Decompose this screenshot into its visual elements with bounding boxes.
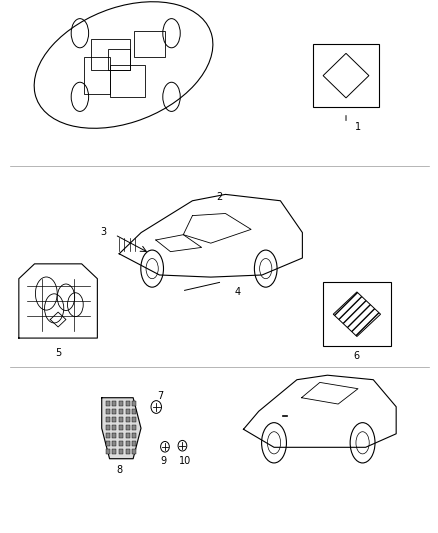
- Circle shape: [151, 401, 161, 414]
- Bar: [119, 401, 123, 406]
- Text: 7: 7: [157, 391, 163, 401]
- Bar: [134, 30, 165, 57]
- Bar: [112, 441, 116, 446]
- Polygon shape: [102, 398, 141, 459]
- Bar: [112, 417, 116, 422]
- Polygon shape: [19, 264, 97, 338]
- Bar: [112, 433, 116, 438]
- Bar: [125, 417, 129, 422]
- Bar: [125, 449, 129, 454]
- Circle shape: [160, 441, 169, 452]
- Bar: [106, 425, 110, 430]
- Bar: [313, 44, 378, 108]
- Bar: [132, 433, 136, 438]
- Bar: [106, 449, 110, 454]
- Text: 10: 10: [178, 456, 190, 466]
- Bar: [91, 38, 130, 70]
- Bar: [125, 401, 129, 406]
- Text: 9: 9: [160, 456, 166, 466]
- Bar: [132, 409, 136, 414]
- Bar: [112, 449, 116, 454]
- Text: 8: 8: [116, 465, 122, 475]
- Bar: [132, 449, 136, 454]
- Bar: [119, 425, 123, 430]
- Bar: [119, 433, 123, 438]
- Bar: [119, 417, 123, 422]
- Bar: [125, 441, 129, 446]
- Bar: [106, 441, 110, 446]
- Bar: [106, 409, 110, 414]
- Bar: [132, 401, 136, 406]
- Bar: [125, 409, 129, 414]
- Bar: [132, 417, 136, 422]
- Bar: [112, 425, 116, 430]
- Bar: [112, 409, 116, 414]
- Text: 5: 5: [55, 348, 61, 358]
- Bar: [322, 282, 390, 346]
- Bar: [110, 65, 145, 97]
- Bar: [112, 401, 116, 406]
- Text: 4: 4: [234, 287, 240, 297]
- Text: 6: 6: [353, 351, 359, 361]
- Bar: [119, 409, 123, 414]
- Bar: [125, 433, 129, 438]
- Bar: [132, 441, 136, 446]
- Text: 3: 3: [100, 227, 106, 237]
- Text: 2: 2: [216, 192, 222, 202]
- Bar: [119, 449, 123, 454]
- Bar: [125, 425, 129, 430]
- Bar: [106, 401, 110, 406]
- Text: 1: 1: [354, 122, 360, 132]
- Bar: [119, 441, 123, 446]
- Bar: [132, 425, 136, 430]
- Bar: [84, 57, 110, 94]
- Circle shape: [178, 440, 186, 451]
- Bar: [106, 417, 110, 422]
- Bar: [108, 49, 130, 70]
- Bar: [106, 433, 110, 438]
